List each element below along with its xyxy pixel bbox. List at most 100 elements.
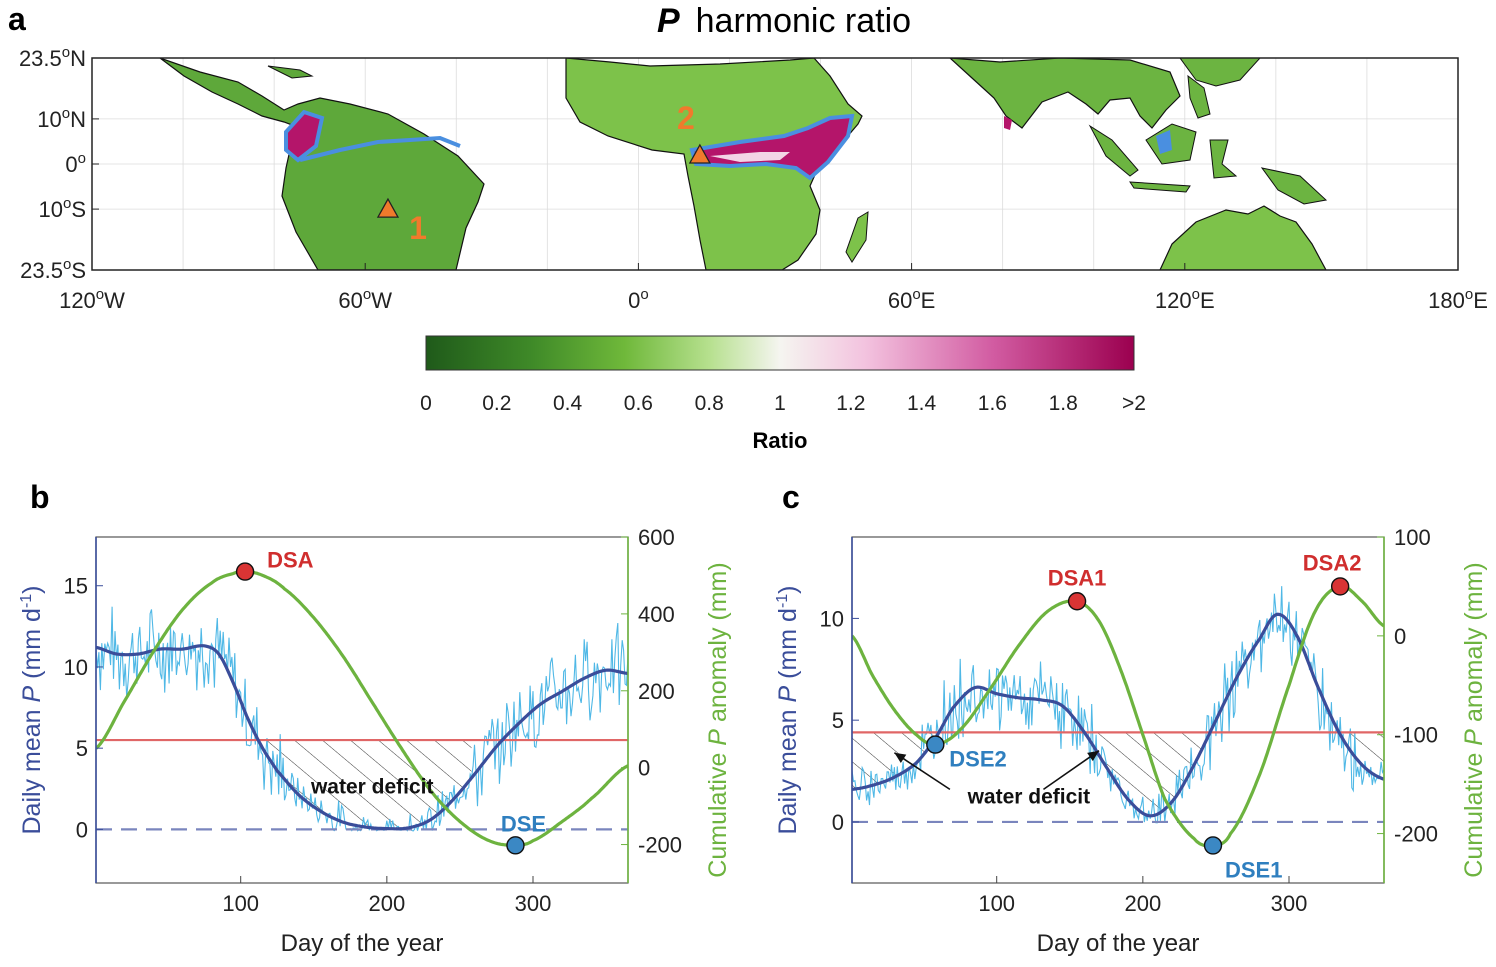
colorbar-tick-label: 1	[774, 392, 786, 415]
plot-area	[96, 569, 628, 847]
colorbar	[425, 335, 1135, 371]
degree-mark: o	[62, 105, 70, 122]
marker-label: DSA	[267, 548, 314, 573]
lat-tick-label: 23.5oS	[20, 256, 86, 283]
x-tick-label: 200	[368, 891, 405, 916]
colorbar-label: Ratio	[753, 428, 808, 453]
africa-ratio-high-band	[689, 113, 855, 181]
y-right-axis-label: Cumulative P anomaly (mm)	[704, 562, 732, 877]
degree-mark: o	[96, 286, 104, 303]
land-asia	[949, 58, 1181, 129]
lon-tick-label: 0o	[628, 286, 649, 313]
marker-label: DSE1	[1225, 857, 1282, 882]
colorbar-tick-label: 1.4	[907, 392, 937, 415]
land-americas	[159, 58, 485, 270]
colorbar-tick-label: 1.8	[1049, 392, 1078, 415]
americas-wet-contour	[299, 135, 461, 162]
colorbar-tick-label: 0.4	[553, 392, 583, 415]
lon-tick-label: 60oW	[338, 286, 392, 313]
y-left-tick-label: 10	[64, 655, 88, 680]
y-right-tick-label: -200	[638, 833, 682, 858]
label-part: anomaly (mm)	[704, 562, 732, 729]
label-part: Daily mean	[18, 703, 46, 835]
map-title-text: harmonic ratio	[696, 2, 911, 40]
water-deficit-label: water deficit	[967, 786, 1091, 809]
deficit-arrow-line	[1043, 750, 1100, 791]
panel-b-plot: 100 200 300 Day of the year 0 5 10 15 -200 0 200 40…	[18, 525, 732, 957]
lon-tick-label: 60oE	[888, 286, 936, 313]
land-sumatra	[1088, 124, 1139, 177]
lon-hemisphere: E	[1473, 288, 1488, 313]
y-left-tick-label: 15	[64, 574, 88, 599]
degree-mark: o	[1465, 286, 1473, 303]
label-part: )	[18, 585, 46, 593]
panel-c-frame	[851, 536, 1385, 884]
colorbar-tick-label: 0.8	[695, 392, 724, 415]
marker-label: DSE2	[949, 747, 1006, 772]
y-right-axis-label: Cumulative P anomaly (mm)	[1460, 562, 1488, 877]
lat-hemisphere: S	[71, 258, 86, 283]
y-right-tick-label: 100	[1394, 525, 1431, 550]
panel-c-plot: 100 200 300 Day of the year 0 5 10 -200 -100 0 100…	[774, 525, 1488, 957]
smoothed-precip-line	[96, 644, 628, 831]
label-part: Daily mean	[774, 703, 802, 835]
deficit-arrow-head	[1087, 750, 1099, 762]
lon-tick-label: 180oE	[1428, 286, 1488, 313]
land-china-coast	[1179, 58, 1261, 87]
label-part: Cumulative	[704, 746, 732, 878]
dsa-marker	[1330, 577, 1350, 596]
map-title-symbol: P	[657, 2, 680, 40]
lat-value: 10	[37, 107, 61, 132]
lat-value: 0	[65, 152, 77, 177]
marker-label: DSA2	[1303, 550, 1362, 575]
lon-hemisphere: E	[921, 288, 936, 313]
lon-hemisphere: E	[1200, 288, 1215, 313]
label-part: )	[774, 585, 802, 593]
degree-mark: o	[640, 286, 648, 303]
site-label: 2	[677, 100, 695, 136]
x-tick-label: 300	[515, 891, 552, 916]
label-part: anomaly (mm)	[1460, 562, 1488, 729]
lat-value: 23.5	[20, 258, 63, 283]
plot-area	[852, 584, 1384, 848]
y-left-tick-label: 0	[76, 817, 88, 842]
panel-letter-c: c	[782, 479, 800, 515]
map-land	[159, 58, 1328, 270]
y-left-axis-label: Daily mean P (mm d-1)	[774, 585, 802, 834]
lon-value: 120	[59, 288, 96, 313]
land-new-guinea	[1260, 167, 1328, 205]
colorbar-ticks: 0 0.2 0.4 0.6 0.8 1 1.2 1.4 1.6 1.8 >2	[420, 392, 1146, 415]
dse-marker	[1203, 836, 1223, 855]
cumulative-anomaly-line	[96, 569, 628, 847]
label-symbol: P	[1460, 729, 1488, 746]
lat-tick-label: 10oN	[37, 105, 86, 132]
x-axis-label: Day of the year	[281, 930, 444, 957]
dsa-marker	[1067, 592, 1087, 611]
dsa-marker	[235, 562, 255, 581]
y-left-axis-label: Daily mean P (mm d-1)	[18, 585, 46, 834]
degree-mark: o	[1192, 286, 1200, 303]
x-tick-label: 100	[222, 891, 259, 916]
label-superscript: -1	[774, 594, 791, 608]
land-caribbean	[267, 65, 314, 79]
site-marker-triangle	[376, 197, 400, 218]
smoothed-precip-line	[852, 612, 1384, 818]
lat-tick-label: 10oS	[38, 195, 86, 222]
y-left-tick-label: 0	[832, 810, 844, 835]
lat-hemisphere: S	[71, 197, 86, 222]
water-deficit-label: water deficit	[310, 776, 434, 799]
lat-tick-label: 23.5oN	[19, 44, 86, 71]
panel-letter-b: b	[30, 479, 50, 515]
x-tick-label: 100	[978, 891, 1015, 916]
colorbar-tick-label: 0.2	[482, 392, 511, 415]
degree-mark: o	[78, 150, 86, 167]
dse-marker	[926, 735, 945, 754]
degree-mark: o	[912, 286, 920, 303]
map-sites: 12	[376, 100, 711, 246]
x-tick-label: 200	[1124, 891, 1161, 916]
land-philippines	[1187, 74, 1211, 119]
